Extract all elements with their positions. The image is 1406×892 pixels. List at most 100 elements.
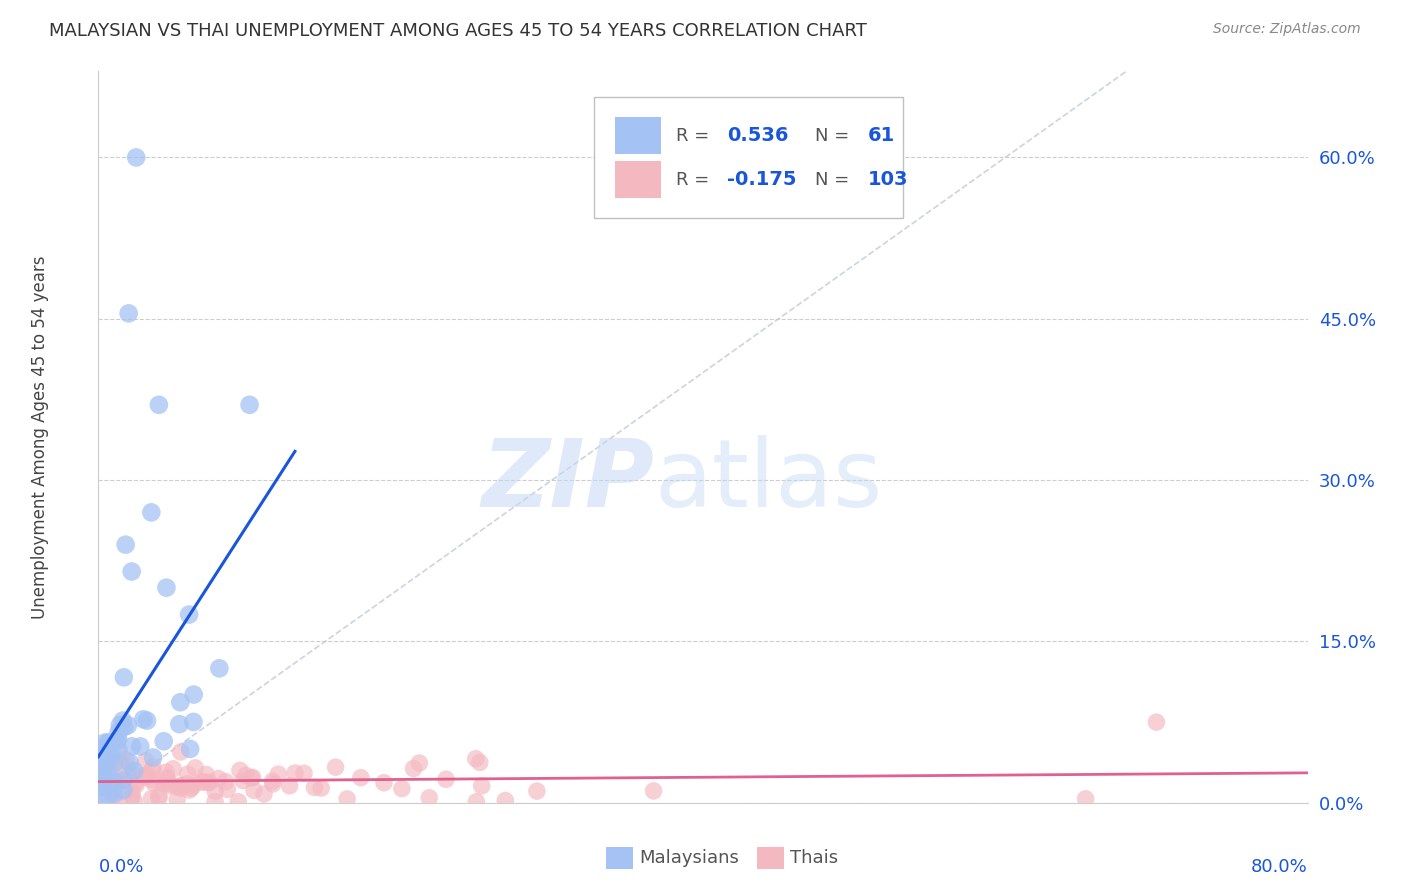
Point xyxy=(91,780,114,794)
Point xyxy=(350,771,373,785)
Point xyxy=(91,765,114,780)
Text: 0.536: 0.536 xyxy=(727,127,789,145)
Text: 103: 103 xyxy=(868,170,908,189)
Point xyxy=(104,775,127,789)
Point xyxy=(494,793,516,807)
Point xyxy=(93,774,115,789)
Point xyxy=(118,756,141,770)
Point xyxy=(135,754,157,768)
Point xyxy=(464,752,486,766)
Text: N =: N = xyxy=(815,170,855,188)
Point xyxy=(148,398,170,412)
Point xyxy=(108,718,131,732)
Point xyxy=(129,739,152,754)
Point xyxy=(93,763,115,777)
Point xyxy=(373,775,395,789)
Point xyxy=(170,745,193,759)
Text: Malaysians: Malaysians xyxy=(638,848,738,867)
Point xyxy=(166,792,188,806)
Point xyxy=(122,764,145,778)
Point xyxy=(162,762,184,776)
Text: 0.0%: 0.0% xyxy=(98,858,143,876)
Point xyxy=(122,794,145,808)
Point xyxy=(304,780,326,795)
Point xyxy=(90,768,112,782)
Point xyxy=(112,670,135,684)
Point xyxy=(136,768,159,782)
Point xyxy=(107,732,129,747)
Point xyxy=(90,746,112,760)
Point xyxy=(111,714,134,728)
Point xyxy=(176,767,198,781)
Point xyxy=(104,747,127,762)
Text: atlas: atlas xyxy=(655,435,883,527)
Point xyxy=(195,767,218,781)
Point xyxy=(239,398,262,412)
Bar xyxy=(606,847,633,869)
Point xyxy=(132,712,155,726)
Point xyxy=(107,743,129,757)
Point xyxy=(267,767,290,781)
Point xyxy=(243,783,266,797)
Point xyxy=(97,749,120,764)
Point xyxy=(142,760,165,774)
Point xyxy=(105,734,128,748)
Point xyxy=(152,776,174,790)
Point xyxy=(121,766,143,780)
Point xyxy=(142,776,165,790)
Point xyxy=(262,777,284,791)
Point xyxy=(100,749,122,764)
Point xyxy=(121,789,143,803)
Point xyxy=(120,792,142,806)
Point xyxy=(97,735,120,749)
Point xyxy=(418,790,440,805)
Bar xyxy=(758,847,785,869)
Point xyxy=(181,779,204,793)
Point xyxy=(125,150,148,164)
Point xyxy=(179,742,201,756)
Point xyxy=(93,736,115,750)
Point xyxy=(115,753,138,767)
Point xyxy=(121,784,143,798)
Point xyxy=(197,775,219,789)
Point xyxy=(229,764,252,778)
Text: Thais: Thais xyxy=(790,848,838,867)
Point xyxy=(471,779,494,793)
Point xyxy=(96,772,118,787)
Point xyxy=(96,745,118,759)
Point xyxy=(391,781,413,796)
Bar xyxy=(614,161,661,198)
Point xyxy=(232,773,254,788)
Point xyxy=(108,756,131,770)
Point xyxy=(643,784,665,798)
Point xyxy=(148,791,170,805)
Point xyxy=(155,765,177,780)
Point xyxy=(103,756,125,771)
Point xyxy=(235,768,257,782)
Point xyxy=(408,756,430,770)
Point xyxy=(170,779,193,793)
Text: MALAYSIAN VS THAI UNEMPLOYMENT AMONG AGES 45 TO 54 YEARS CORRELATION CHART: MALAYSIAN VS THAI UNEMPLOYMENT AMONG AGE… xyxy=(49,22,868,40)
Point xyxy=(117,718,139,732)
Point xyxy=(142,772,165,787)
Text: 80.0%: 80.0% xyxy=(1251,858,1308,876)
Point xyxy=(1074,792,1097,806)
Point xyxy=(215,774,238,789)
Point xyxy=(325,760,347,774)
Point xyxy=(526,784,548,798)
Point xyxy=(100,754,122,768)
Point xyxy=(112,783,135,797)
Point xyxy=(157,779,180,793)
Point xyxy=(204,784,226,798)
Point xyxy=(336,792,359,806)
Point xyxy=(191,774,214,789)
Point xyxy=(309,780,332,795)
Point xyxy=(141,505,163,519)
Point xyxy=(217,782,239,797)
Point xyxy=(170,781,193,796)
Point xyxy=(121,565,143,579)
Point xyxy=(465,795,488,809)
Point xyxy=(112,720,135,734)
Point xyxy=(100,766,122,780)
Point xyxy=(90,759,112,773)
